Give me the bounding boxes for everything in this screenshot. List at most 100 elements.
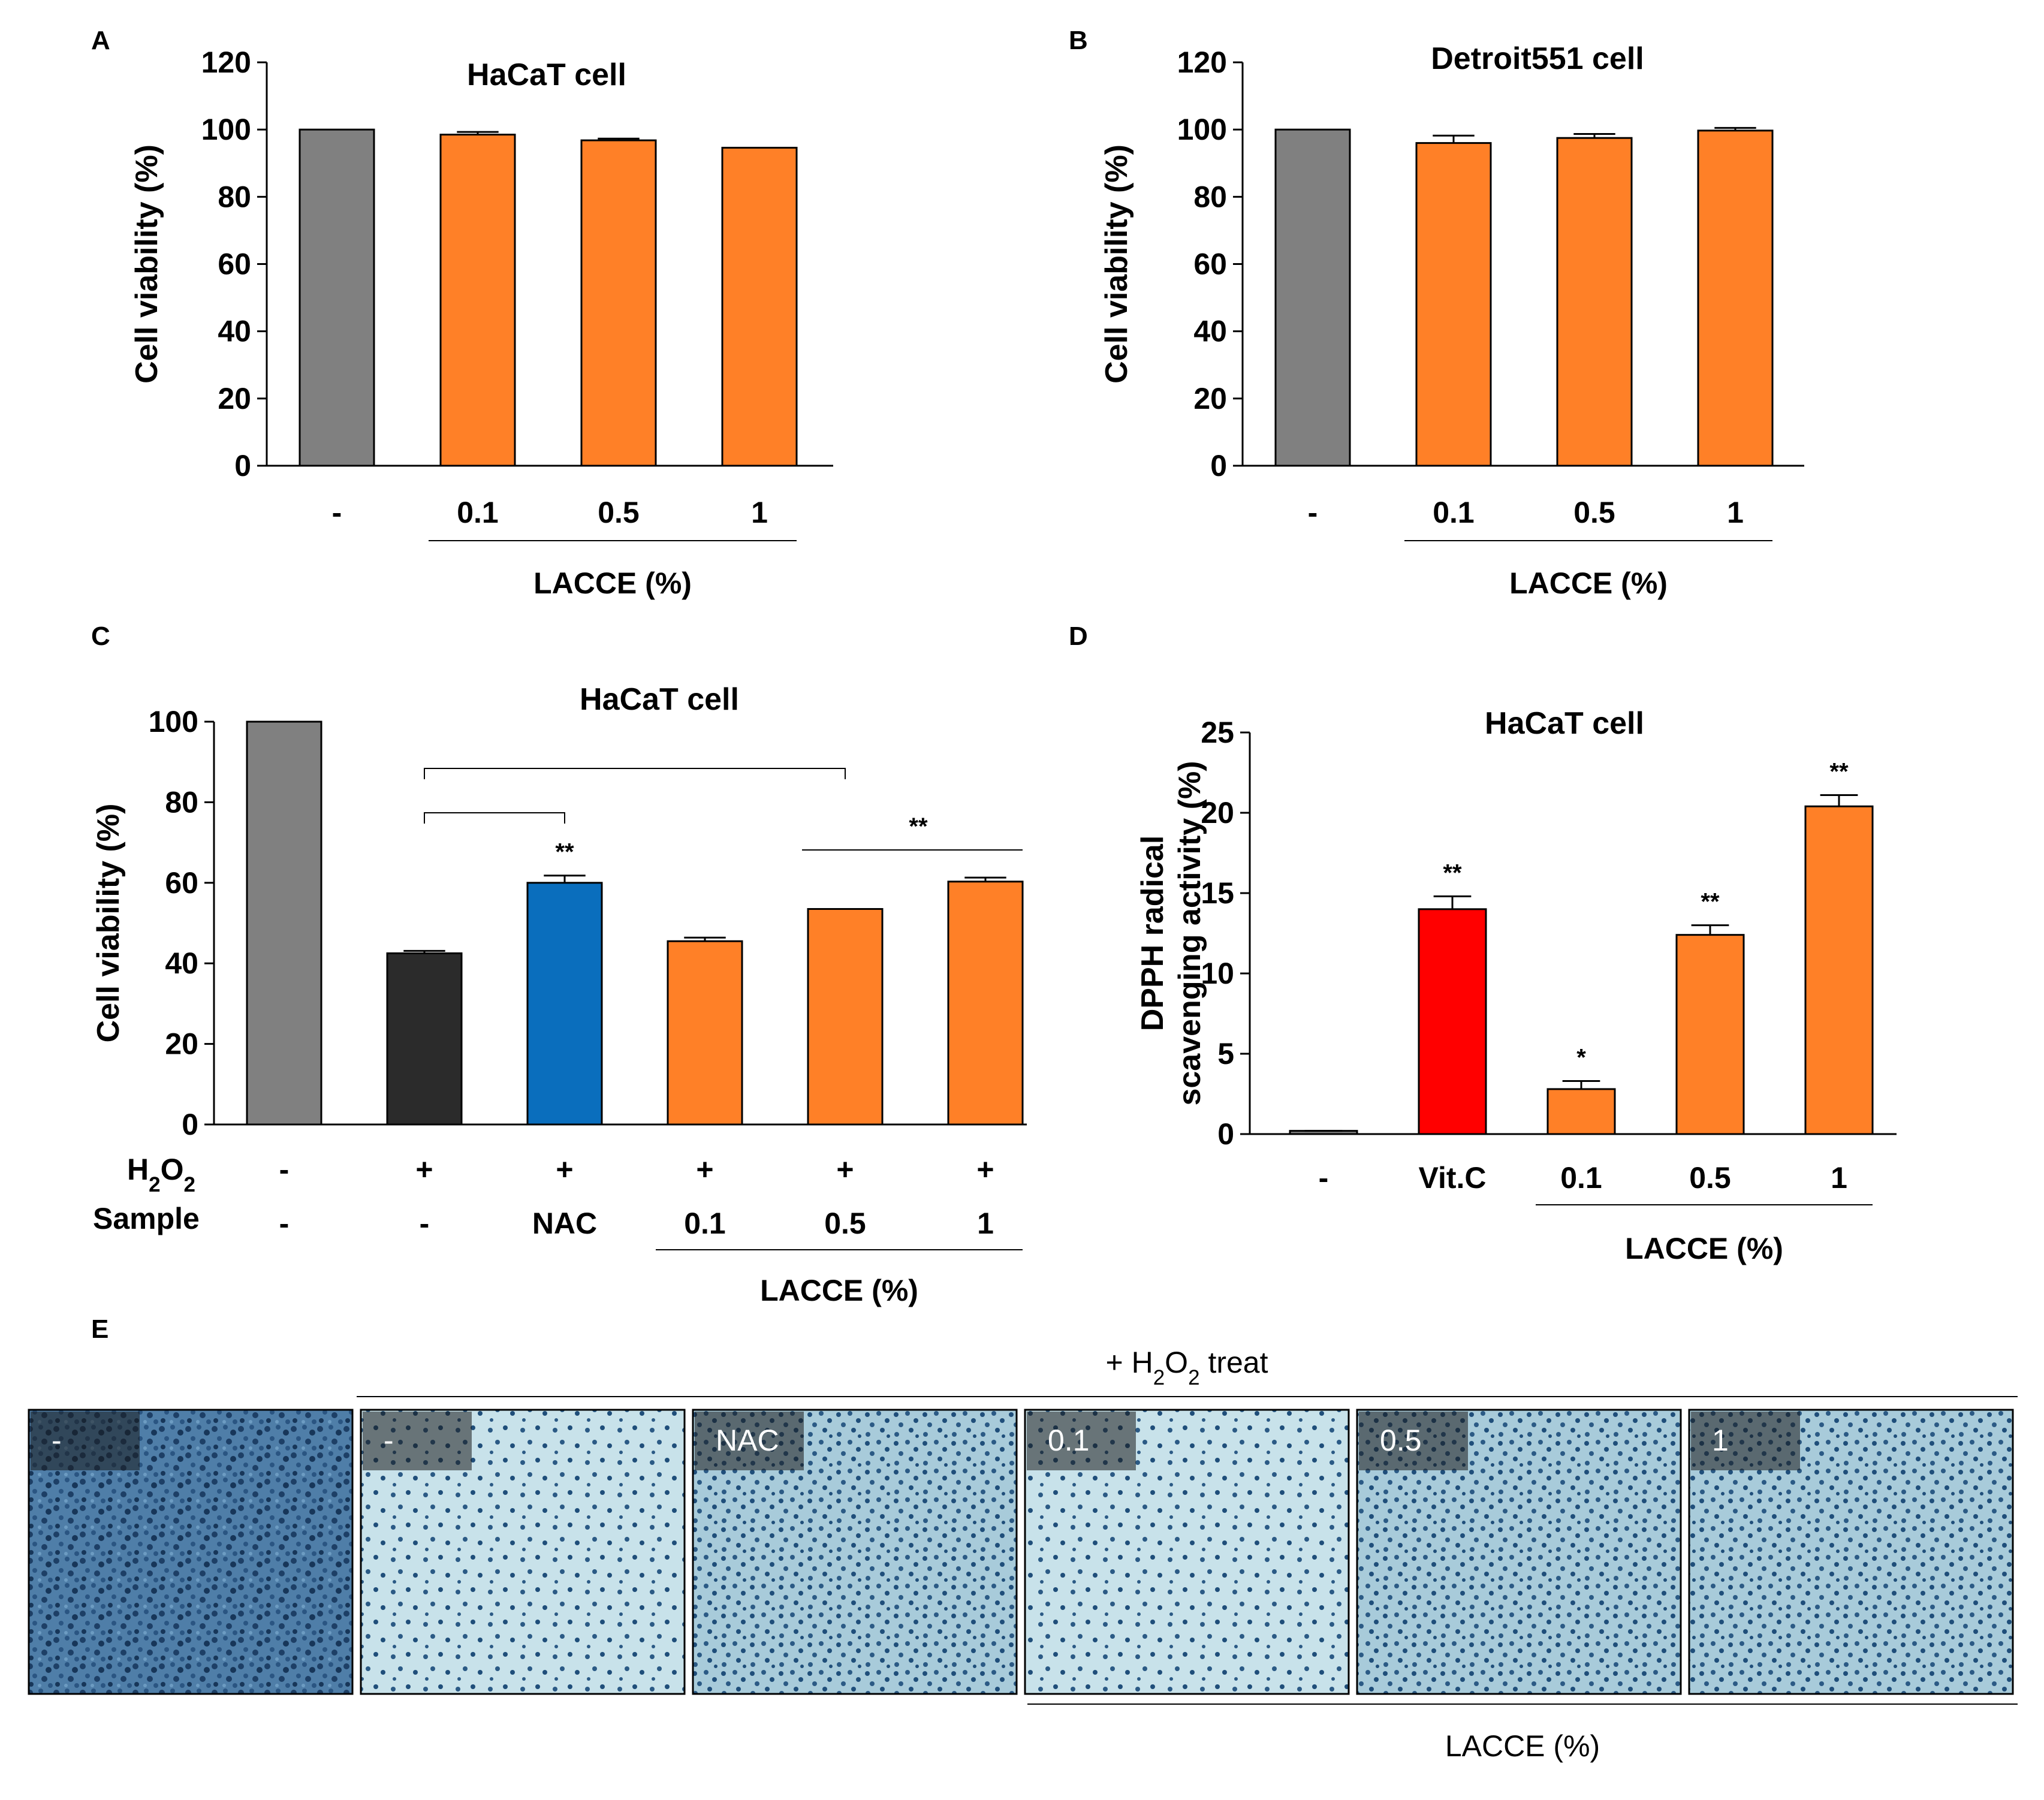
y-axis-label: Cell viability (%) — [1099, 144, 1134, 384]
micrograph-label: 0.5 — [1380, 1424, 1422, 1457]
y-tick-label: 120 — [201, 46, 251, 79]
category-label: 0.1 — [684, 1207, 726, 1240]
y-tick-label: 5 — [1217, 1037, 1234, 1071]
chart-title: HaCaT cell — [467, 58, 626, 92]
bar — [1418, 908, 1487, 1135]
category-label: 1 — [751, 496, 768, 529]
bar — [1274, 128, 1351, 467]
category-label: 1 — [1831, 1161, 1847, 1195]
y-tick-label: 120 — [1177, 46, 1227, 79]
significance-label: ** — [1829, 759, 1849, 785]
y-tick-label: 20 — [1201, 796, 1234, 830]
panel-letter-b: B — [1069, 26, 1088, 55]
significance-label: ** — [909, 813, 928, 840]
y-tick-label: 60 — [1193, 248, 1227, 281]
bar — [721, 146, 798, 467]
y-axis-label: Cell viability (%) — [129, 144, 164, 384]
y-axis-label-line: scavenging activity (%) — [1172, 761, 1207, 1105]
y-tick-label: 0 — [182, 1108, 198, 1141]
bar — [580, 139, 657, 467]
subscript: 2 — [1153, 1366, 1165, 1389]
bar — [1804, 805, 1874, 1135]
significance-bracket — [424, 768, 846, 779]
bar — [1697, 129, 1774, 467]
panel-letter-c: C — [91, 622, 110, 651]
category-label: - — [332, 496, 342, 529]
bar — [807, 907, 884, 1126]
h2o2-row-value: - — [279, 1153, 290, 1186]
h2o2-row-value: + — [556, 1153, 573, 1186]
label-box — [1027, 1412, 1136, 1470]
y-tick-label: 25 — [1201, 716, 1234, 749]
category-label: NAC — [532, 1207, 597, 1240]
significance-label: ** — [555, 839, 574, 866]
y-axis-label-line: DPPH radical — [1135, 836, 1170, 1032]
category-label: 0.1 — [457, 496, 499, 529]
category-label: 0.1 — [1560, 1161, 1602, 1195]
panel-letter-a: A — [91, 26, 110, 55]
y-tick-label: 60 — [218, 248, 251, 281]
label-box — [695, 1412, 804, 1470]
h2o2-row-value: + — [415, 1153, 433, 1186]
micrograph-label: - — [384, 1424, 394, 1457]
category-label: 0.5 — [824, 1207, 866, 1240]
category-label: - — [1308, 496, 1318, 529]
bar — [526, 882, 603, 1126]
y-tick-label: 0 — [1217, 1117, 1234, 1151]
row-label-h2o2: H2O2 — [127, 1153, 195, 1196]
y-tick-label: 60 — [165, 866, 198, 900]
panel-letter-d: D — [1069, 622, 1088, 651]
group-label: LACCE (%) — [760, 1274, 918, 1307]
category-label: - — [279, 1207, 290, 1240]
h2o2-row-value: + — [836, 1153, 854, 1186]
group-label: LACCE (%) — [1445, 1729, 1600, 1763]
bar — [299, 128, 375, 467]
bar — [1546, 1088, 1616, 1135]
text-part: O — [161, 1153, 184, 1186]
label-box — [1359, 1412, 1468, 1470]
y-tick-label: 20 — [218, 382, 251, 415]
bar — [1556, 137, 1633, 467]
significance-bracket — [424, 812, 565, 824]
chart-a: HaCaT cell 0 20 40 60 80 100 120 Cell viability … — [129, 46, 833, 600]
category-label: - — [420, 1207, 430, 1240]
chart-title: HaCaT cell — [1485, 706, 1644, 741]
subscript: 2 — [149, 1173, 160, 1196]
category-label: Vit.C — [1419, 1161, 1487, 1195]
text-part: H — [127, 1153, 149, 1186]
row-label-sample: Sample — [93, 1202, 200, 1235]
group-label: LACCE (%) — [533, 566, 692, 600]
chart-title: Detroit551 cell — [1431, 41, 1644, 76]
y-tick-label: 80 — [1193, 180, 1227, 213]
micrograph-label: 1 — [1712, 1424, 1729, 1457]
y-tick-label: 20 — [1193, 382, 1227, 415]
category-label: - — [1319, 1161, 1329, 1195]
significance-label: ** — [1443, 860, 1462, 886]
y-tick-label: 40 — [1193, 315, 1227, 348]
y-tick-label: 100 — [149, 705, 198, 738]
y-tick-label: 100 — [201, 113, 251, 146]
text-part: O — [1165, 1346, 1188, 1379]
bar — [439, 134, 516, 467]
category-label: 1 — [977, 1207, 994, 1240]
category-label: 1 — [1727, 496, 1744, 529]
label-box — [363, 1412, 472, 1470]
label-box — [1691, 1412, 1800, 1470]
h2o2-row-value: + — [696, 1153, 713, 1186]
y-axis-label: Cell viability (%) — [91, 804, 126, 1043]
micrograph-label: 0.1 — [1048, 1424, 1090, 1457]
y-tick-label: 40 — [218, 315, 251, 348]
text-part: treat — [1200, 1346, 1268, 1379]
group-label: LACCE (%) — [1625, 1232, 1783, 1265]
text-part: + H — [1106, 1346, 1153, 1379]
bar — [386, 952, 463, 1126]
chart-c: HaCaT cell 0 20 40 60 80 100 Cell viability (%)… — [91, 682, 1027, 1307]
chart-b: Detroit551 cell 0 20 40 60 80 100 120 Cell viabi… — [1099, 41, 1804, 600]
bar — [1415, 142, 1492, 467]
chart-d: HaCaT cell 0 5 10 15 20 25 DPPH radical scavengi… — [1135, 706, 1897, 1265]
group-label: LACCE (%) — [1509, 566, 1668, 600]
category-label: 0.1 — [1433, 496, 1475, 529]
y-tick-label: 20 — [165, 1027, 198, 1061]
bar — [246, 720, 322, 1126]
